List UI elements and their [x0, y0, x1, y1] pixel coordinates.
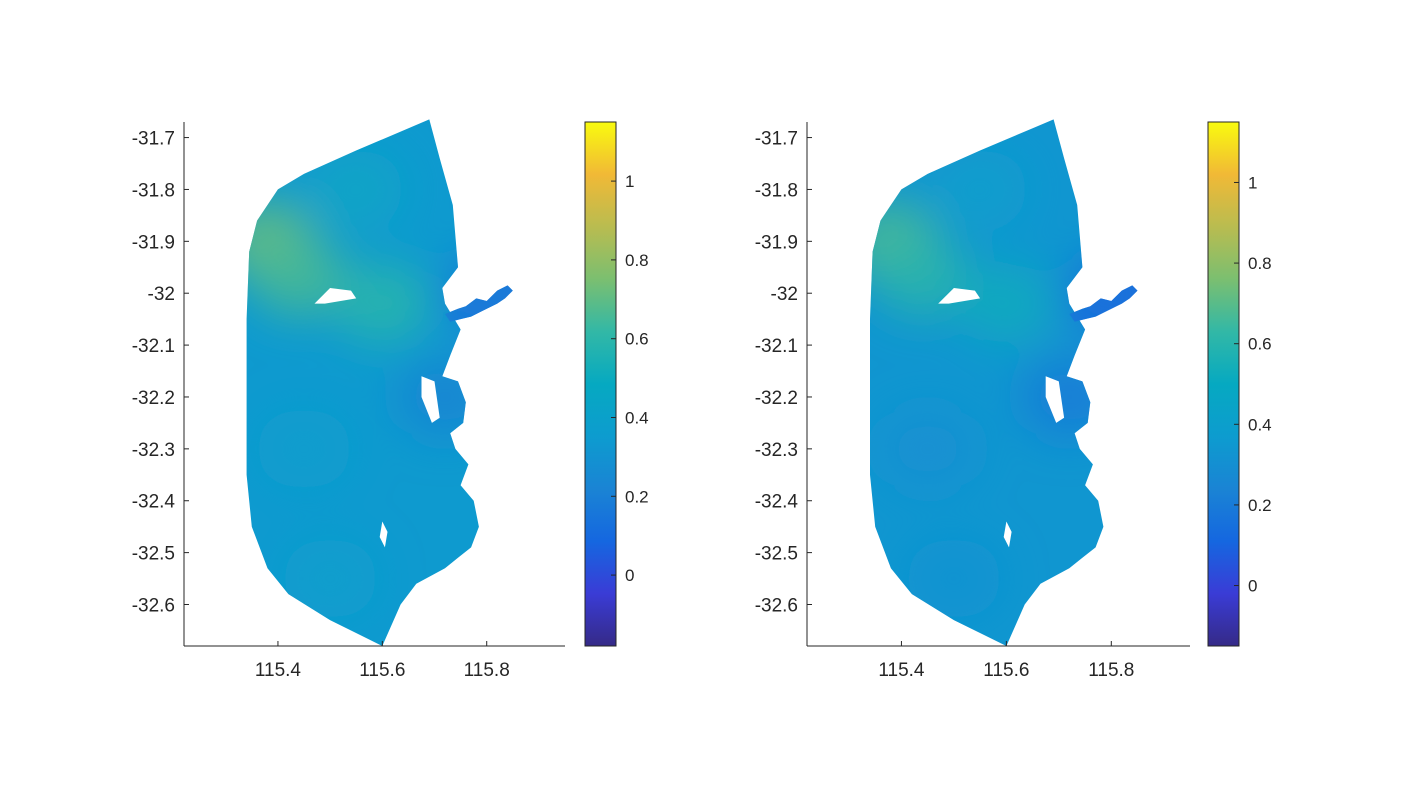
x-tick-label: 115.8	[464, 660, 510, 681]
x-tick-label: 115.6	[359, 660, 405, 681]
colorbar-tick-label: 1	[1248, 173, 1257, 192]
colorbar: 0 0.2 0.4 0.6 0.8 1	[1207, 121, 1272, 647]
colorbar-tick-label: 0.2	[1248, 496, 1272, 515]
field-sample	[334, 263, 431, 344]
map-panel-left: -31.7 -31.8 -31.9 -32 -32.1 -32.2 -32.3 -32.4 -3…	[132, 119, 649, 681]
field-sample	[438, 253, 513, 334]
colorbar-tick-label: 0.6	[1248, 335, 1272, 354]
y-tick-label: -32	[148, 284, 175, 305]
field-sample	[932, 149, 1029, 230]
y-tick-label: -31.7	[132, 129, 175, 150]
map-panel-right: -31.7 -31.8 -31.9 -32 -32.1 -32.2 -32.3 -32.4 -3…	[755, 119, 1272, 681]
garden-island	[421, 376, 440, 423]
y-tick-label: -31.9	[755, 232, 798, 253]
y-tick-label: -32.1	[755, 336, 798, 357]
y-tick-label: -32.3	[132, 440, 175, 461]
colorbar-tick-label: 0.4	[625, 408, 649, 427]
field-sample	[256, 408, 353, 489]
y-tick-label: -32.3	[755, 440, 798, 461]
colorbar-tick-label: 0.4	[1248, 415, 1272, 434]
rottnest-island	[938, 288, 981, 304]
colorbar-bar	[1207, 121, 1240, 647]
x-tick-label: 115.4	[878, 660, 925, 681]
field-sample	[396, 356, 493, 437]
y-tick-label: -31.7	[755, 129, 798, 150]
colorbar: 0 0.2 0.4 0.6 0.8 1	[584, 121, 649, 647]
colorbar-tick-label: 0.6	[625, 330, 649, 349]
small-island	[379, 521, 388, 548]
field-sample	[958, 263, 1055, 344]
garden-island	[1045, 376, 1065, 423]
y-tick-label: -32.5	[755, 544, 798, 565]
x-tick-label: 115.4	[255, 660, 302, 681]
y-tick-label: -32.6	[132, 595, 175, 616]
y-tick-label: -32	[771, 284, 798, 305]
y-tick-label: -32.4	[132, 492, 176, 513]
rottnest-island	[314, 288, 357, 304]
x-tick-label: 115.8	[1088, 660, 1134, 681]
y-tick-label: -32.2	[132, 388, 175, 409]
field-sample	[1021, 356, 1118, 437]
colorbar-tick-label: 0.8	[625, 251, 649, 270]
colorbar-tick-label: 1	[625, 172, 634, 191]
y-tick-label: -31.8	[132, 180, 175, 201]
y-tick-label: -31.8	[755, 180, 798, 201]
y-tick-label: -32.6	[755, 595, 798, 616]
colorbar-tick-label: 0.8	[1248, 254, 1272, 273]
y-tick-label: -32.5	[132, 544, 175, 565]
field-sample	[874, 237, 971, 318]
field-sample	[250, 237, 347, 318]
field-sample	[1063, 253, 1138, 334]
small-island	[1003, 521, 1012, 548]
y-tick-label: -32.1	[132, 336, 175, 357]
colorbar-tick-label: 0	[625, 566, 634, 585]
field-sample	[905, 538, 1002, 619]
field-sample	[282, 538, 379, 619]
colorbar-tick-label: 0	[1248, 577, 1257, 596]
field-sample	[308, 149, 405, 230]
y-tick-label: -32.2	[755, 388, 798, 409]
x-tick-label: 115.6	[983, 660, 1029, 681]
colorbar-bar	[584, 121, 617, 647]
y-tick-label: -32.4	[755, 492, 799, 513]
colorbar-tick-label: 0.2	[625, 487, 649, 506]
y-tick-label: -31.9	[132, 232, 175, 253]
field-sample	[879, 408, 976, 489]
